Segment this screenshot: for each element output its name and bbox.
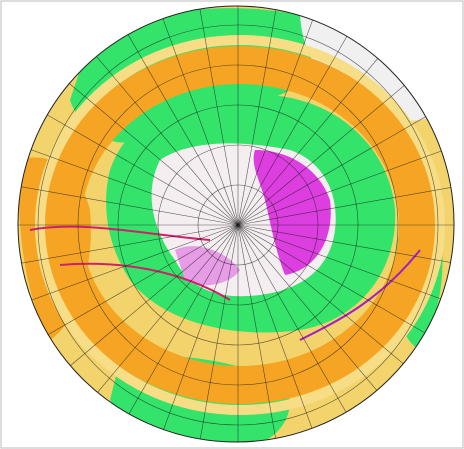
parallel [157,144,319,306]
parallel [197,184,279,266]
magenta-region [253,150,331,275]
parallel [117,104,359,346]
parallel [37,24,439,426]
pink-region [175,246,240,286]
continent [300,10,440,121]
ridge [299,249,421,341]
ridge [29,225,211,241]
parallel [77,64,399,386]
ridge [59,262,231,301]
globe-edge [17,5,455,443]
